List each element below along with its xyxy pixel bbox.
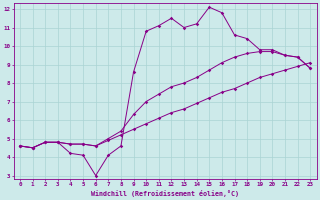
X-axis label: Windchill (Refroidissement éolien,°C): Windchill (Refroidissement éolien,°C) — [91, 190, 239, 197]
